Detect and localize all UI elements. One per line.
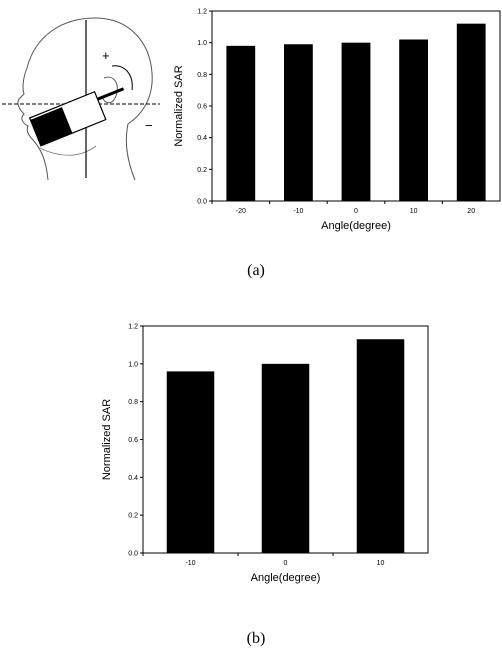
chart-a-y-tick-label: 0.4: [197, 135, 207, 142]
chart-b-y-tick-label: 1.2: [128, 324, 138, 331]
chart-b-x-tick-label: -10: [185, 560, 195, 567]
chart-a-bar: [226, 45, 256, 202]
chart-a-y-tick-label: 0.0: [197, 199, 207, 206]
chart-a-bar: [284, 44, 313, 201]
chart-a-y-tick-label: 1.0: [197, 40, 207, 47]
minus-sign: −: [145, 118, 153, 133]
chart-b-y-tick-label: 0.4: [128, 475, 138, 482]
head-phone-illustration: + −: [2, 17, 160, 181]
chart-b-y-tick-label: 0.0: [128, 551, 138, 558]
chart-a-bar: [341, 42, 371, 201]
chart-b-bar: [261, 363, 310, 553]
chart-a-x-tick-label: 10: [410, 208, 418, 215]
chart-b-x-axis-label: Angle(degree): [251, 572, 321, 584]
chart-a-x-tick-label: 0: [354, 208, 358, 215]
chart-a-y-axis-label: Normalized SAR: [173, 65, 185, 146]
chart-b: 0.0 0.2 0.4 0.6 0.8 1.0 1.2 -10 0 10 Angle(degree)…: [101, 324, 429, 584]
chart-a-y-tick-label: 1.2: [197, 9, 207, 16]
chart-a-y-tick-label: 0.6: [197, 104, 207, 111]
ear-outline: [101, 76, 118, 104]
chart-b-x-tick-label: 0: [284, 560, 288, 567]
chart-a-bar: [456, 23, 486, 201]
phone: [28, 87, 125, 147]
phone-antenna: [97, 87, 125, 101]
chart-a-x-tick-label: 20: [467, 208, 475, 215]
chart-b-y-axis-label: Normalized SAR: [101, 399, 113, 480]
chart-a-x-tick-label: -20: [236, 208, 246, 215]
chart-b-y-tick-label: 0.2: [128, 513, 138, 520]
head-outline: [17, 17, 153, 181]
chart-b-y-tick-label: 0.8: [128, 399, 138, 406]
caption-b: (b): [246, 630, 266, 647]
chart-b-y-tick-label: 0.6: [128, 437, 138, 444]
rotation-arc-arrow: [111, 65, 133, 91]
chart-a-bar: [399, 39, 428, 201]
plus-sign: +: [102, 48, 110, 63]
chart-b-bar: [356, 339, 405, 553]
phone-hand-block: [30, 107, 73, 146]
chart-a-x-tick-label: -10: [293, 208, 303, 215]
chart-b-bar: [166, 371, 215, 553]
chart-a-x-axis-label: Angle(degree): [321, 220, 391, 232]
caption-a: (a): [247, 262, 265, 279]
chart-a-y-tick-label: 0.8: [197, 72, 207, 79]
chart-a: 0.0 0.2 0.4 0.6 0.8 1.0 1.2 -20 -10 0 10 20 Angle(de…: [173, 9, 501, 232]
chart-a-y-tick-label: 0.2: [197, 167, 207, 174]
jaw-outline: [39, 145, 97, 156]
chart-b-x-tick-label: 10: [377, 560, 385, 567]
chart-b-y-tick-label: 1.0: [128, 361, 138, 368]
